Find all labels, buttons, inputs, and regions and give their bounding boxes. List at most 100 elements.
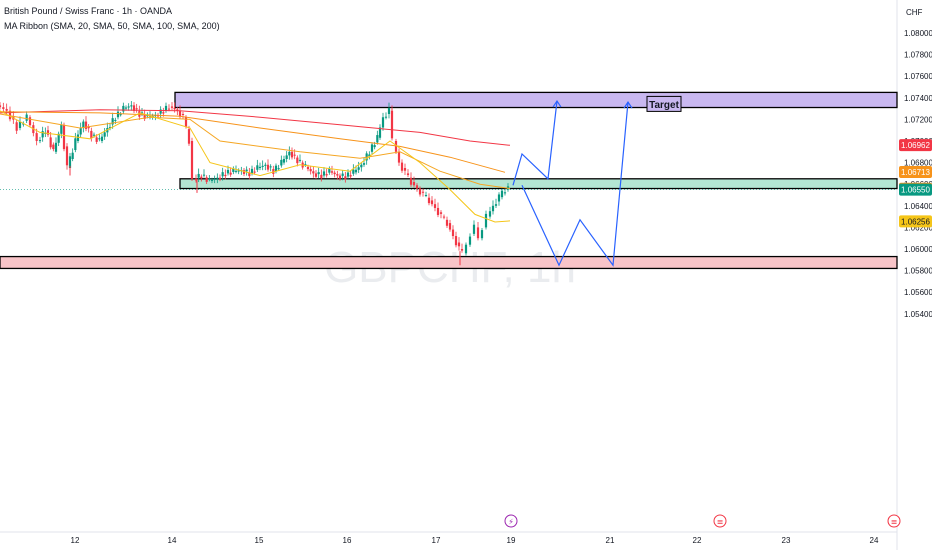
candle-body xyxy=(258,166,262,168)
candle-body xyxy=(74,138,77,150)
candle-body xyxy=(15,122,18,131)
currency-label: CHF xyxy=(906,8,923,17)
candle-body xyxy=(418,188,422,195)
candle-body xyxy=(394,141,398,152)
candle-body xyxy=(282,159,286,163)
candle-body xyxy=(304,164,307,166)
x-tick-label: 24 xyxy=(870,536,879,545)
candle-body xyxy=(5,108,8,111)
candle-body xyxy=(360,164,363,168)
candle-body xyxy=(330,171,334,173)
candle-body xyxy=(370,144,374,152)
candle-body xyxy=(451,229,455,237)
sma-200-line xyxy=(0,109,511,146)
candle-body xyxy=(338,175,342,179)
target-label-box xyxy=(646,95,682,112)
y-tick-label: 1.06200 xyxy=(904,223,932,232)
candle-body xyxy=(190,141,194,179)
candle-body xyxy=(373,145,376,148)
candle-body xyxy=(357,167,360,170)
candle-body xyxy=(187,129,191,144)
candle-body xyxy=(376,135,379,143)
sma-50-line xyxy=(0,113,511,189)
target-label: Target xyxy=(649,100,679,111)
y-tick-label: 1.06000 xyxy=(904,245,932,254)
candle-body xyxy=(92,134,96,136)
candle-body xyxy=(245,169,248,172)
candle-body xyxy=(328,168,331,173)
candle-body xyxy=(159,109,162,114)
candle-body xyxy=(108,127,112,129)
candle-body xyxy=(35,133,38,141)
candle-body xyxy=(111,118,114,125)
candle-body xyxy=(460,249,464,251)
candle-body xyxy=(170,106,174,108)
indicator-legend: MA Ribbon (SMA, 20, SMA, 50, SMA, 100, S… xyxy=(4,21,220,31)
support-zone[interactable] xyxy=(179,178,898,190)
candle-body xyxy=(100,136,104,141)
candle-body xyxy=(309,169,312,172)
candle-body xyxy=(116,111,120,118)
economic-event-glyph: ≡ xyxy=(891,518,898,527)
candle-body xyxy=(415,185,419,189)
y-tick-label: 1.07200 xyxy=(904,115,932,124)
x-tick-label: 15 xyxy=(255,536,264,545)
candle-body xyxy=(25,114,28,121)
candle-body xyxy=(464,244,468,254)
price-tag xyxy=(899,165,932,178)
x-tick-label: 16 xyxy=(343,536,352,545)
candle-body xyxy=(224,174,227,177)
candle-body xyxy=(261,165,264,167)
candle-body xyxy=(269,166,272,168)
y-tick-label: 1.07800 xyxy=(904,51,932,60)
candle-body xyxy=(41,131,44,138)
projection-2-arrowhead xyxy=(623,101,633,109)
x-tick-label: 17 xyxy=(432,536,441,545)
candle-body xyxy=(387,108,391,114)
candle-body xyxy=(60,124,63,134)
demand-zone[interactable] xyxy=(0,255,898,270)
economic-event-icon[interactable] xyxy=(504,514,518,528)
candle-body xyxy=(430,200,434,205)
candle-body xyxy=(457,242,461,247)
x-tick-label: 14 xyxy=(168,536,177,545)
candle-body xyxy=(176,109,179,111)
candle-body xyxy=(221,172,224,177)
candle-body xyxy=(266,164,270,170)
candle-body xyxy=(164,105,168,111)
candle-body xyxy=(132,105,136,111)
candle-body xyxy=(397,151,401,163)
candle-body xyxy=(124,107,128,109)
candle-body xyxy=(68,156,72,168)
candle-body xyxy=(312,171,315,174)
candle-body xyxy=(421,191,425,193)
candle-body xyxy=(84,121,88,129)
candle-body xyxy=(293,154,296,156)
projection-2[interactable] xyxy=(521,102,629,267)
economic-event-icon[interactable] xyxy=(713,514,727,528)
candle-body xyxy=(412,182,416,186)
candle-body xyxy=(325,174,328,176)
candle-body xyxy=(445,219,449,226)
candle-body xyxy=(213,178,216,180)
economic-event-icon[interactable] xyxy=(887,514,901,528)
candle-body xyxy=(71,152,74,159)
candle-body xyxy=(384,116,388,118)
candle-body xyxy=(322,171,326,176)
candle-body xyxy=(119,114,122,116)
candle-body xyxy=(253,171,256,173)
candle-body xyxy=(264,164,267,166)
candle-body xyxy=(28,117,32,126)
candle-body xyxy=(210,179,214,181)
candle-body xyxy=(336,174,339,176)
target-zone[interactable] xyxy=(174,91,898,109)
candle-body xyxy=(352,169,355,174)
price-tag-label: 1.06713 xyxy=(901,168,930,177)
projection-1[interactable] xyxy=(512,100,558,186)
candle-body xyxy=(277,168,280,170)
price-tag-label: 1.06256 xyxy=(901,217,930,226)
sma-20-line xyxy=(0,110,511,223)
candle-body xyxy=(200,176,203,179)
y-tick-label: 1.06400 xyxy=(904,202,932,211)
